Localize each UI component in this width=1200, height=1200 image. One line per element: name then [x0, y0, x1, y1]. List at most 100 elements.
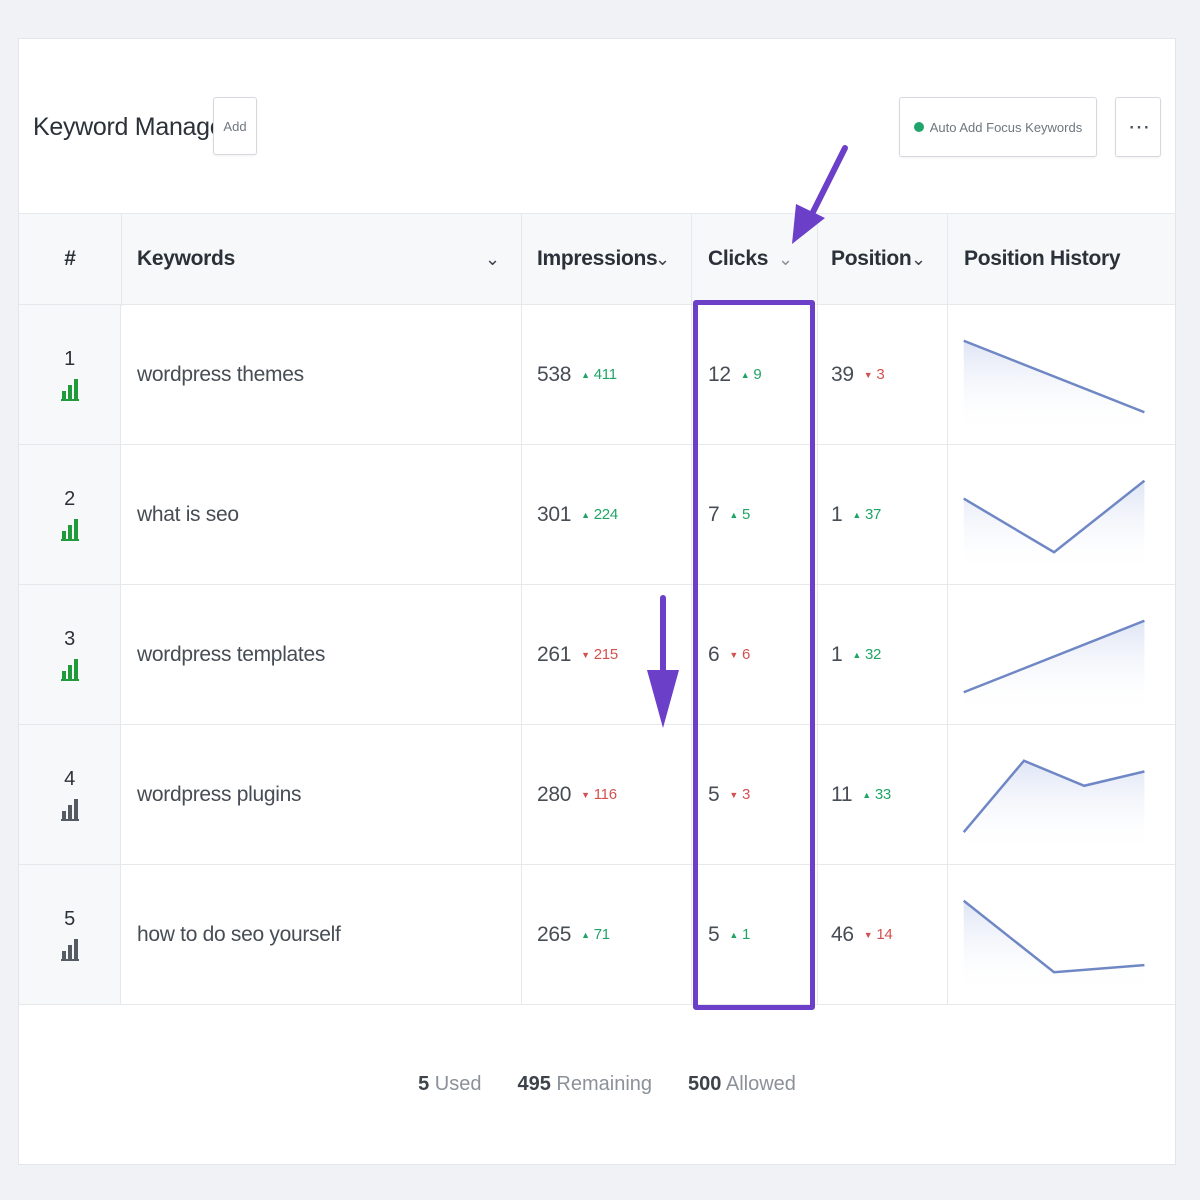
impressions-delta: ▲ 411 [581, 366, 617, 383]
keyword-cell[interactable]: wordpress themes [137, 305, 521, 444]
impressions-cell: 265 ▲ 71 [537, 865, 691, 1004]
trend-bars-icon [60, 939, 79, 961]
remaining-stat: 495 Remaining [517, 1073, 652, 1096]
clicks-cell: 5 ▲ 1 [708, 865, 817, 1004]
more-options-button[interactable]: ⋯ [1115, 97, 1161, 157]
col-impressions-label: Impressions [537, 247, 658, 270]
chevron-down-icon[interactable]: ⌄ [778, 248, 793, 269]
clicks-value: 5 [708, 782, 720, 806]
impressions-delta: ▲ 71 [581, 926, 610, 943]
add-keyword-button[interactable]: Add [213, 97, 257, 155]
sparkline-area [963, 620, 1145, 715]
table-row[interactable]: 3 wordpress templates 261 ▼ 215 6 ▼ [19, 585, 1175, 725]
auto-add-focus-keywords-button[interactable]: Auto Add Focus Keywords [899, 97, 1097, 157]
table-row[interactable]: 4 wordpress plugins 280 ▼ 116 5 ▼ [19, 725, 1175, 865]
sparkline-line [962, 899, 1145, 974]
divider [817, 214, 818, 306]
divider [947, 725, 948, 864]
clicks-cell: 7 ▲ 5 [708, 445, 817, 584]
clicks-delta: ▲ 1 [729, 926, 750, 943]
position-delta-value: 33 [874, 786, 891, 803]
divider [691, 445, 692, 584]
divider [947, 585, 948, 724]
position-history-sparkline [963, 339, 1145, 435]
triangle-up-icon: ▲ [740, 369, 750, 380]
keyword-text[interactable]: wordpress plugins [137, 782, 302, 806]
impressions-value: 261 [537, 642, 572, 666]
trend-bars-icon [60, 799, 79, 821]
position-delta: ▼ 3 [864, 366, 885, 383]
row-number: 1 [64, 348, 75, 370]
triangle-down-icon: ▼ [729, 789, 738, 800]
auto-add-label: Auto Add Focus Keywords [929, 119, 1083, 135]
chevron-down-icon[interactable]: ⌄ [655, 248, 670, 269]
col-impressions-header[interactable]: Impressions ⌄ [537, 214, 707, 304]
col-clicks-header[interactable]: Clicks ⌄ [708, 214, 818, 304]
divider [521, 725, 522, 864]
clicks-column-highlight [693, 300, 815, 1010]
divider [521, 305, 522, 444]
clicks-value: 7 [708, 502, 720, 526]
clicks-delta: ▼ 3 [729, 786, 750, 803]
keyword-cell[interactable]: what is seo [137, 445, 521, 584]
divider [521, 214, 522, 306]
keywords-table: # Keywords ⌄ Impressions ⌄ Clicks ⌄ Posi… [19, 213, 1175, 1005]
clicks-delta-value: 6 [742, 646, 751, 663]
trend-bars-icon [60, 519, 79, 541]
col-position-header[interactable]: Position ⌄ [831, 214, 943, 304]
position-delta: ▲ 32 [852, 646, 881, 663]
position-delta-value: 14 [876, 926, 893, 943]
position-cell: 46 ▼ 14 [831, 865, 947, 1004]
keyword-text[interactable]: wordpress templates [137, 642, 326, 666]
impressions-cell: 261 ▼ 215 [537, 585, 691, 724]
allowed-count: 500 [688, 1072, 722, 1095]
clicks-value: 12 [708, 362, 731, 386]
status-dot-icon [913, 122, 924, 132]
impressions-delta-value: 116 [593, 786, 617, 803]
position-cell: 1 ▲ 37 [831, 445, 947, 584]
divider [691, 725, 692, 864]
keyword-cell[interactable]: wordpress plugins [137, 725, 521, 864]
divider [817, 865, 818, 1004]
divider [691, 305, 692, 444]
row-number: 2 [64, 488, 75, 510]
panel-header: Keyword Manager Add Auto Add Focus Keywo… [19, 39, 1175, 213]
table-row[interactable]: 1 wordpress themes 538 ▲ 411 12 ▲ [19, 305, 1175, 445]
table-header: # Keywords ⌄ Impressions ⌄ Clicks ⌄ Posi… [19, 213, 1175, 306]
impressions-cell: 538 ▲ 411 [537, 305, 691, 444]
keyword-cell[interactable]: wordpress templates [137, 585, 521, 724]
page-title: Keyword Manager [33, 113, 232, 141]
keyword-text[interactable]: wordpress themes [137, 362, 304, 386]
trend-bars-icon [60, 659, 79, 681]
clicks-delta: ▼ 6 [729, 646, 750, 663]
col-clicks-label: Clicks [708, 247, 769, 270]
position-delta-value: 32 [865, 646, 882, 663]
arrow-to-clicks-sort-icon [792, 145, 848, 244]
triangle-up-icon: ▲ [581, 369, 590, 380]
row-number-cell: 1 [19, 305, 121, 444]
position-delta: ▲ 33 [862, 786, 891, 803]
sparkline-line [963, 619, 1145, 694]
clicks-delta-value: 1 [742, 926, 751, 943]
keyword-cell[interactable]: how to do seo yourself [137, 865, 521, 1004]
row-number: 5 [64, 908, 75, 930]
chevron-down-icon[interactable]: ⌄ [485, 248, 500, 269]
divider [691, 865, 692, 1004]
col-keywords-header[interactable]: Keywords ⌄ [137, 214, 521, 304]
chevron-down-icon[interactable]: ⌄ [911, 248, 926, 269]
divider [691, 214, 692, 306]
col-history-label: Position History [964, 247, 1121, 270]
triangle-down-icon: ▼ [581, 789, 590, 800]
table-row[interactable]: 2 what is seo 301 ▲ 224 7 ▲ [19, 445, 1175, 585]
impressions-value: 265 [537, 922, 572, 946]
position-delta: ▲ 37 [852, 506, 881, 523]
divider [521, 585, 522, 724]
table-row[interactable]: 5 how to do seo yourself 265 ▲ 71 5 ▲ [19, 865, 1175, 1005]
triangle-up-icon: ▲ [581, 509, 590, 520]
impressions-delta: ▼ 116 [581, 786, 617, 803]
keyword-text[interactable]: how to do seo yourself [137, 922, 341, 946]
impressions-value: 280 [537, 782, 572, 806]
allowed-label: Allowed [725, 1072, 796, 1095]
keyword-text[interactable]: what is seo [137, 502, 239, 526]
